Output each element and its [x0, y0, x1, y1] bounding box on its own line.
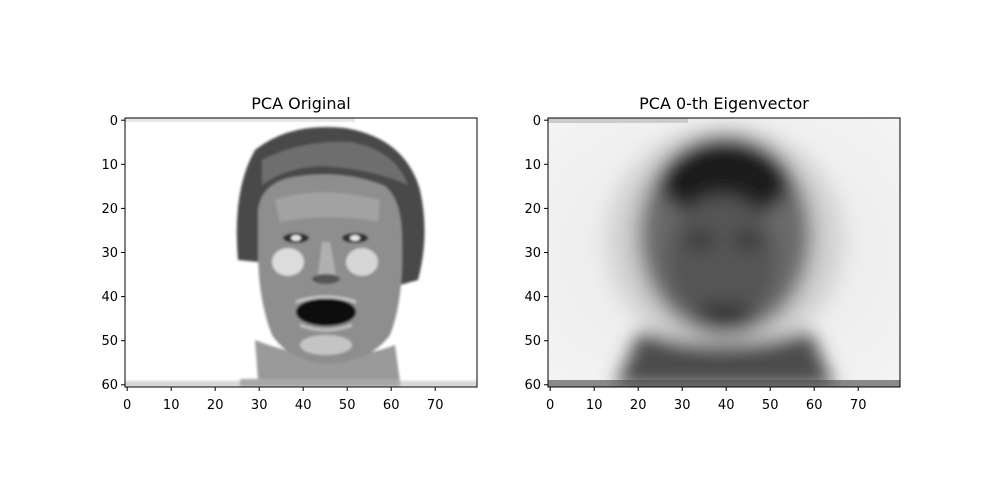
x-tick-label: 50: [339, 398, 356, 413]
x-tick-label: 50: [762, 398, 779, 413]
y-tick-label: 40: [524, 290, 541, 305]
y-tick-label: 30: [101, 246, 118, 261]
panel-pca-eigenvector: PCA 0-th Eigenvector: [524, 94, 901, 413]
y-tick-label: 50: [524, 334, 541, 349]
x-tick-label: 20: [630, 398, 647, 413]
y-tick-label: 10: [524, 158, 541, 173]
x-tick-label: 30: [251, 398, 268, 413]
x-tick-label: 60: [383, 398, 400, 413]
face-image: [125, 118, 477, 387]
chart-title: PCA Original: [251, 94, 350, 113]
y-axis: 0 10 20 30 40 50 60: [101, 114, 125, 393]
y-tick-label: 20: [101, 202, 118, 217]
eigenface-image: [548, 118, 900, 387]
x-tick-label: 10: [163, 398, 180, 413]
x-axis: 0 10 20 30 40 50 60 70: [546, 387, 866, 413]
chart-title: PCA 0-th Eigenvector: [639, 94, 809, 113]
x-tick-label: 10: [586, 398, 603, 413]
y-tick-label: 40: [101, 290, 118, 305]
x-tick-label: 60: [806, 398, 823, 413]
y-axis: 0 10 20 30 40 50 60: [524, 114, 548, 393]
x-tick-label: 40: [295, 398, 312, 413]
x-axis: 0 10 20 30 40 50 60 70: [123, 387, 443, 413]
y-tick-label: 30: [524, 246, 541, 261]
y-tick-label: 0: [533, 114, 541, 129]
x-tick-label: 70: [850, 398, 867, 413]
y-tick-label: 0: [110, 114, 118, 129]
y-tick-label: 20: [524, 202, 541, 217]
y-tick-label: 50: [101, 334, 118, 349]
x-tick-label: 0: [123, 398, 131, 413]
x-tick-label: 20: [207, 398, 224, 413]
x-tick-label: 40: [718, 398, 735, 413]
y-tick-label: 10: [101, 158, 118, 173]
x-tick-label: 30: [674, 398, 691, 413]
panel-pca-original: PCA Original: [101, 94, 478, 413]
x-tick-label: 0: [546, 398, 554, 413]
y-tick-label: 60: [101, 378, 118, 393]
x-tick-label: 70: [427, 398, 444, 413]
y-tick-label: 60: [524, 378, 541, 393]
